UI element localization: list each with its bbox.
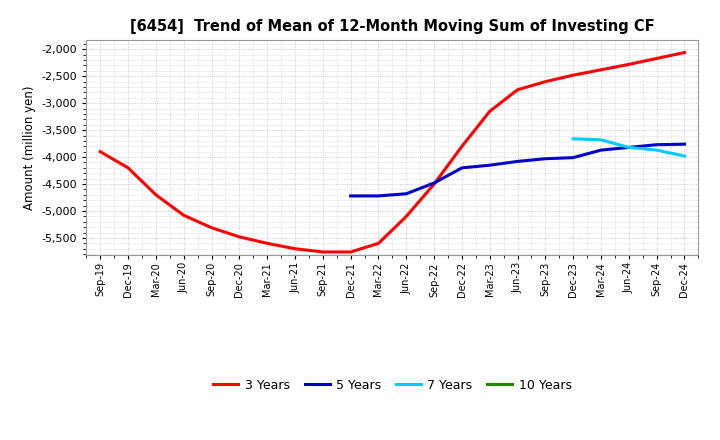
5 Years — [402, 191, 410, 196]
3 Years — [291, 246, 300, 251]
Y-axis label: Amount (million yen): Amount (million yen) — [23, 85, 36, 209]
Line: 5 Years: 5 Years — [351, 144, 685, 196]
7 Years — [597, 137, 606, 143]
5 Years — [346, 193, 355, 198]
5 Years — [541, 156, 550, 161]
3 Years — [597, 67, 606, 73]
3 Years — [263, 241, 271, 246]
3 Years — [374, 241, 383, 246]
7 Years — [569, 136, 577, 141]
3 Years — [318, 249, 327, 255]
5 Years — [430, 180, 438, 186]
3 Years — [513, 87, 522, 92]
5 Years — [374, 193, 383, 198]
3 Years — [485, 109, 494, 114]
3 Years — [541, 79, 550, 84]
3 Years — [569, 73, 577, 78]
7 Years — [680, 154, 689, 159]
3 Years — [152, 192, 161, 198]
5 Years — [652, 142, 661, 147]
3 Years — [179, 213, 188, 218]
3 Years — [346, 249, 355, 255]
Legend: 3 Years, 5 Years, 7 Years, 10 Years: 3 Years, 5 Years, 7 Years, 10 Years — [208, 374, 577, 396]
Line: 3 Years: 3 Years — [100, 52, 685, 252]
5 Years — [458, 165, 467, 171]
3 Years — [402, 214, 410, 219]
5 Years — [569, 155, 577, 160]
Title: [6454]  Trend of Mean of 12-Month Moving Sum of Investing CF: [6454] Trend of Mean of 12-Month Moving … — [130, 19, 654, 34]
5 Years — [624, 145, 633, 150]
7 Years — [652, 147, 661, 153]
3 Years — [207, 225, 216, 231]
3 Years — [680, 50, 689, 55]
5 Years — [513, 159, 522, 164]
3 Years — [430, 181, 438, 187]
5 Years — [680, 142, 689, 147]
3 Years — [624, 62, 633, 67]
3 Years — [235, 234, 243, 239]
3 Years — [96, 149, 104, 154]
Line: 7 Years: 7 Years — [573, 139, 685, 156]
7 Years — [624, 145, 633, 150]
3 Years — [458, 144, 467, 149]
5 Years — [485, 162, 494, 168]
3 Years — [124, 165, 132, 171]
5 Years — [597, 147, 606, 153]
3 Years — [652, 56, 661, 61]
